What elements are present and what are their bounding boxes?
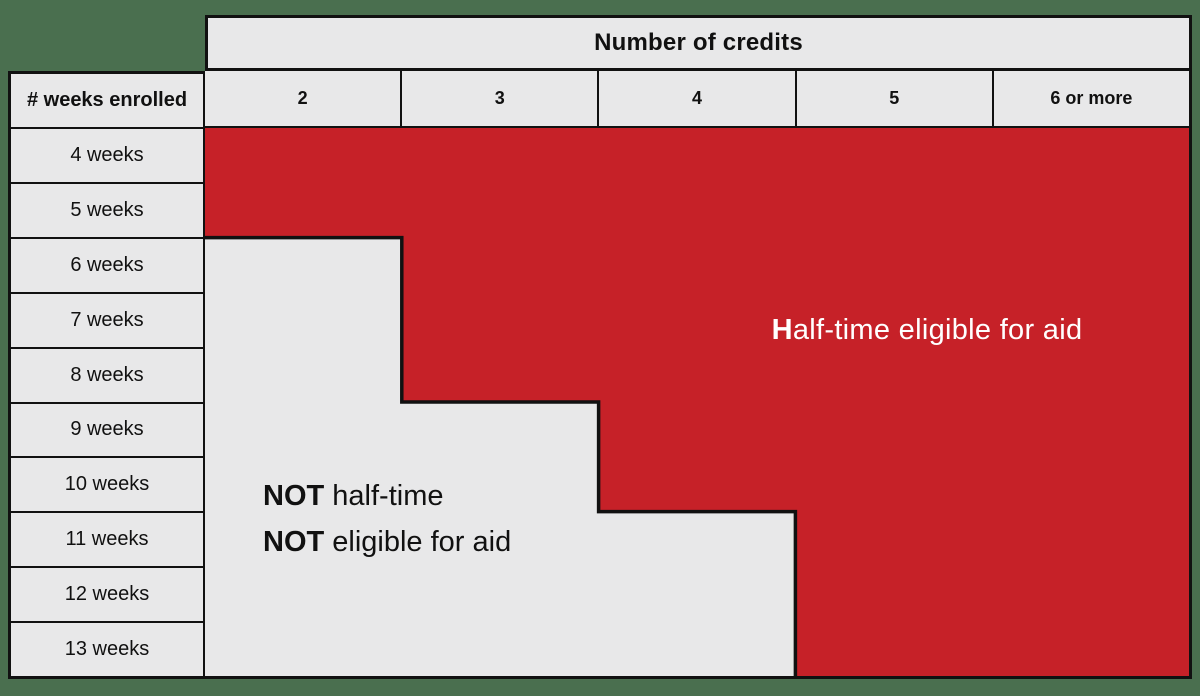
column-header-5: 5 <box>796 71 994 128</box>
eligible-label-bold: H <box>771 314 793 346</box>
weeks-column-header: # weeks enrolled <box>11 74 203 129</box>
eligible-label-rest: alf-time eligible for aid <box>792 314 1083 346</box>
column-header-6-or-more: 6 or more <box>993 71 1193 128</box>
credits-title-label: Number of credits <box>594 29 803 56</box>
eligibility-staircase-graphic <box>205 128 1189 676</box>
row-label-13-weeks: 13 weeks <box>64 638 150 661</box>
eligibility-matrix: Half-time eligible for aid NOT half-time… <box>205 128 1192 679</box>
row-label-5-weeks: 5 weeks <box>11 184 203 239</box>
not-eligible-line-1: NOT half-time <box>263 473 511 519</box>
row-label-7-weeks: 7 weeks <box>11 294 203 349</box>
not-eligible-line-2: NOT eligible for aid <box>263 519 511 565</box>
not-line1-rest: half-time <box>324 480 444 512</box>
credits-header-row: 2 3 4 5 6 or more <box>205 71 1193 128</box>
row-label-6-weeks: 6 weeks <box>11 239 203 294</box>
not-line2-bold: NOT <box>263 526 325 558</box>
row-label-8-weeks: 8 weeks <box>11 349 203 404</box>
row-label-10-weeks: 10 weeks <box>11 458 203 514</box>
row-label-11-weeks: 11 weeks <box>11 513 203 569</box>
staircase-boundary-line <box>205 235 798 676</box>
row-label-12-weeks: 12 weeks <box>11 568 203 624</box>
not-eligible-region-label: NOT half-time NOT eligible for aid <box>263 473 511 565</box>
credits-title: Number of credits <box>205 15 1192 71</box>
column-header-2: 2 <box>205 71 403 128</box>
row-label-9-weeks: 9 weeks <box>11 404 203 459</box>
not-line2-rest: eligible for aid <box>324 526 512 558</box>
weeks-column: # weeks enrolled 4 weeks 5 weeks 6 weeks… <box>8 71 205 679</box>
not-eligible-region <box>205 237 796 676</box>
not-line1-bold: NOT <box>263 480 325 512</box>
row-label-4-weeks: 4 weeks <box>11 129 203 184</box>
column-header-3: 3 <box>402 71 600 128</box>
eligible-region-label: Half-time eligible for aid <box>727 314 1127 347</box>
column-header-4: 4 <box>599 71 797 128</box>
